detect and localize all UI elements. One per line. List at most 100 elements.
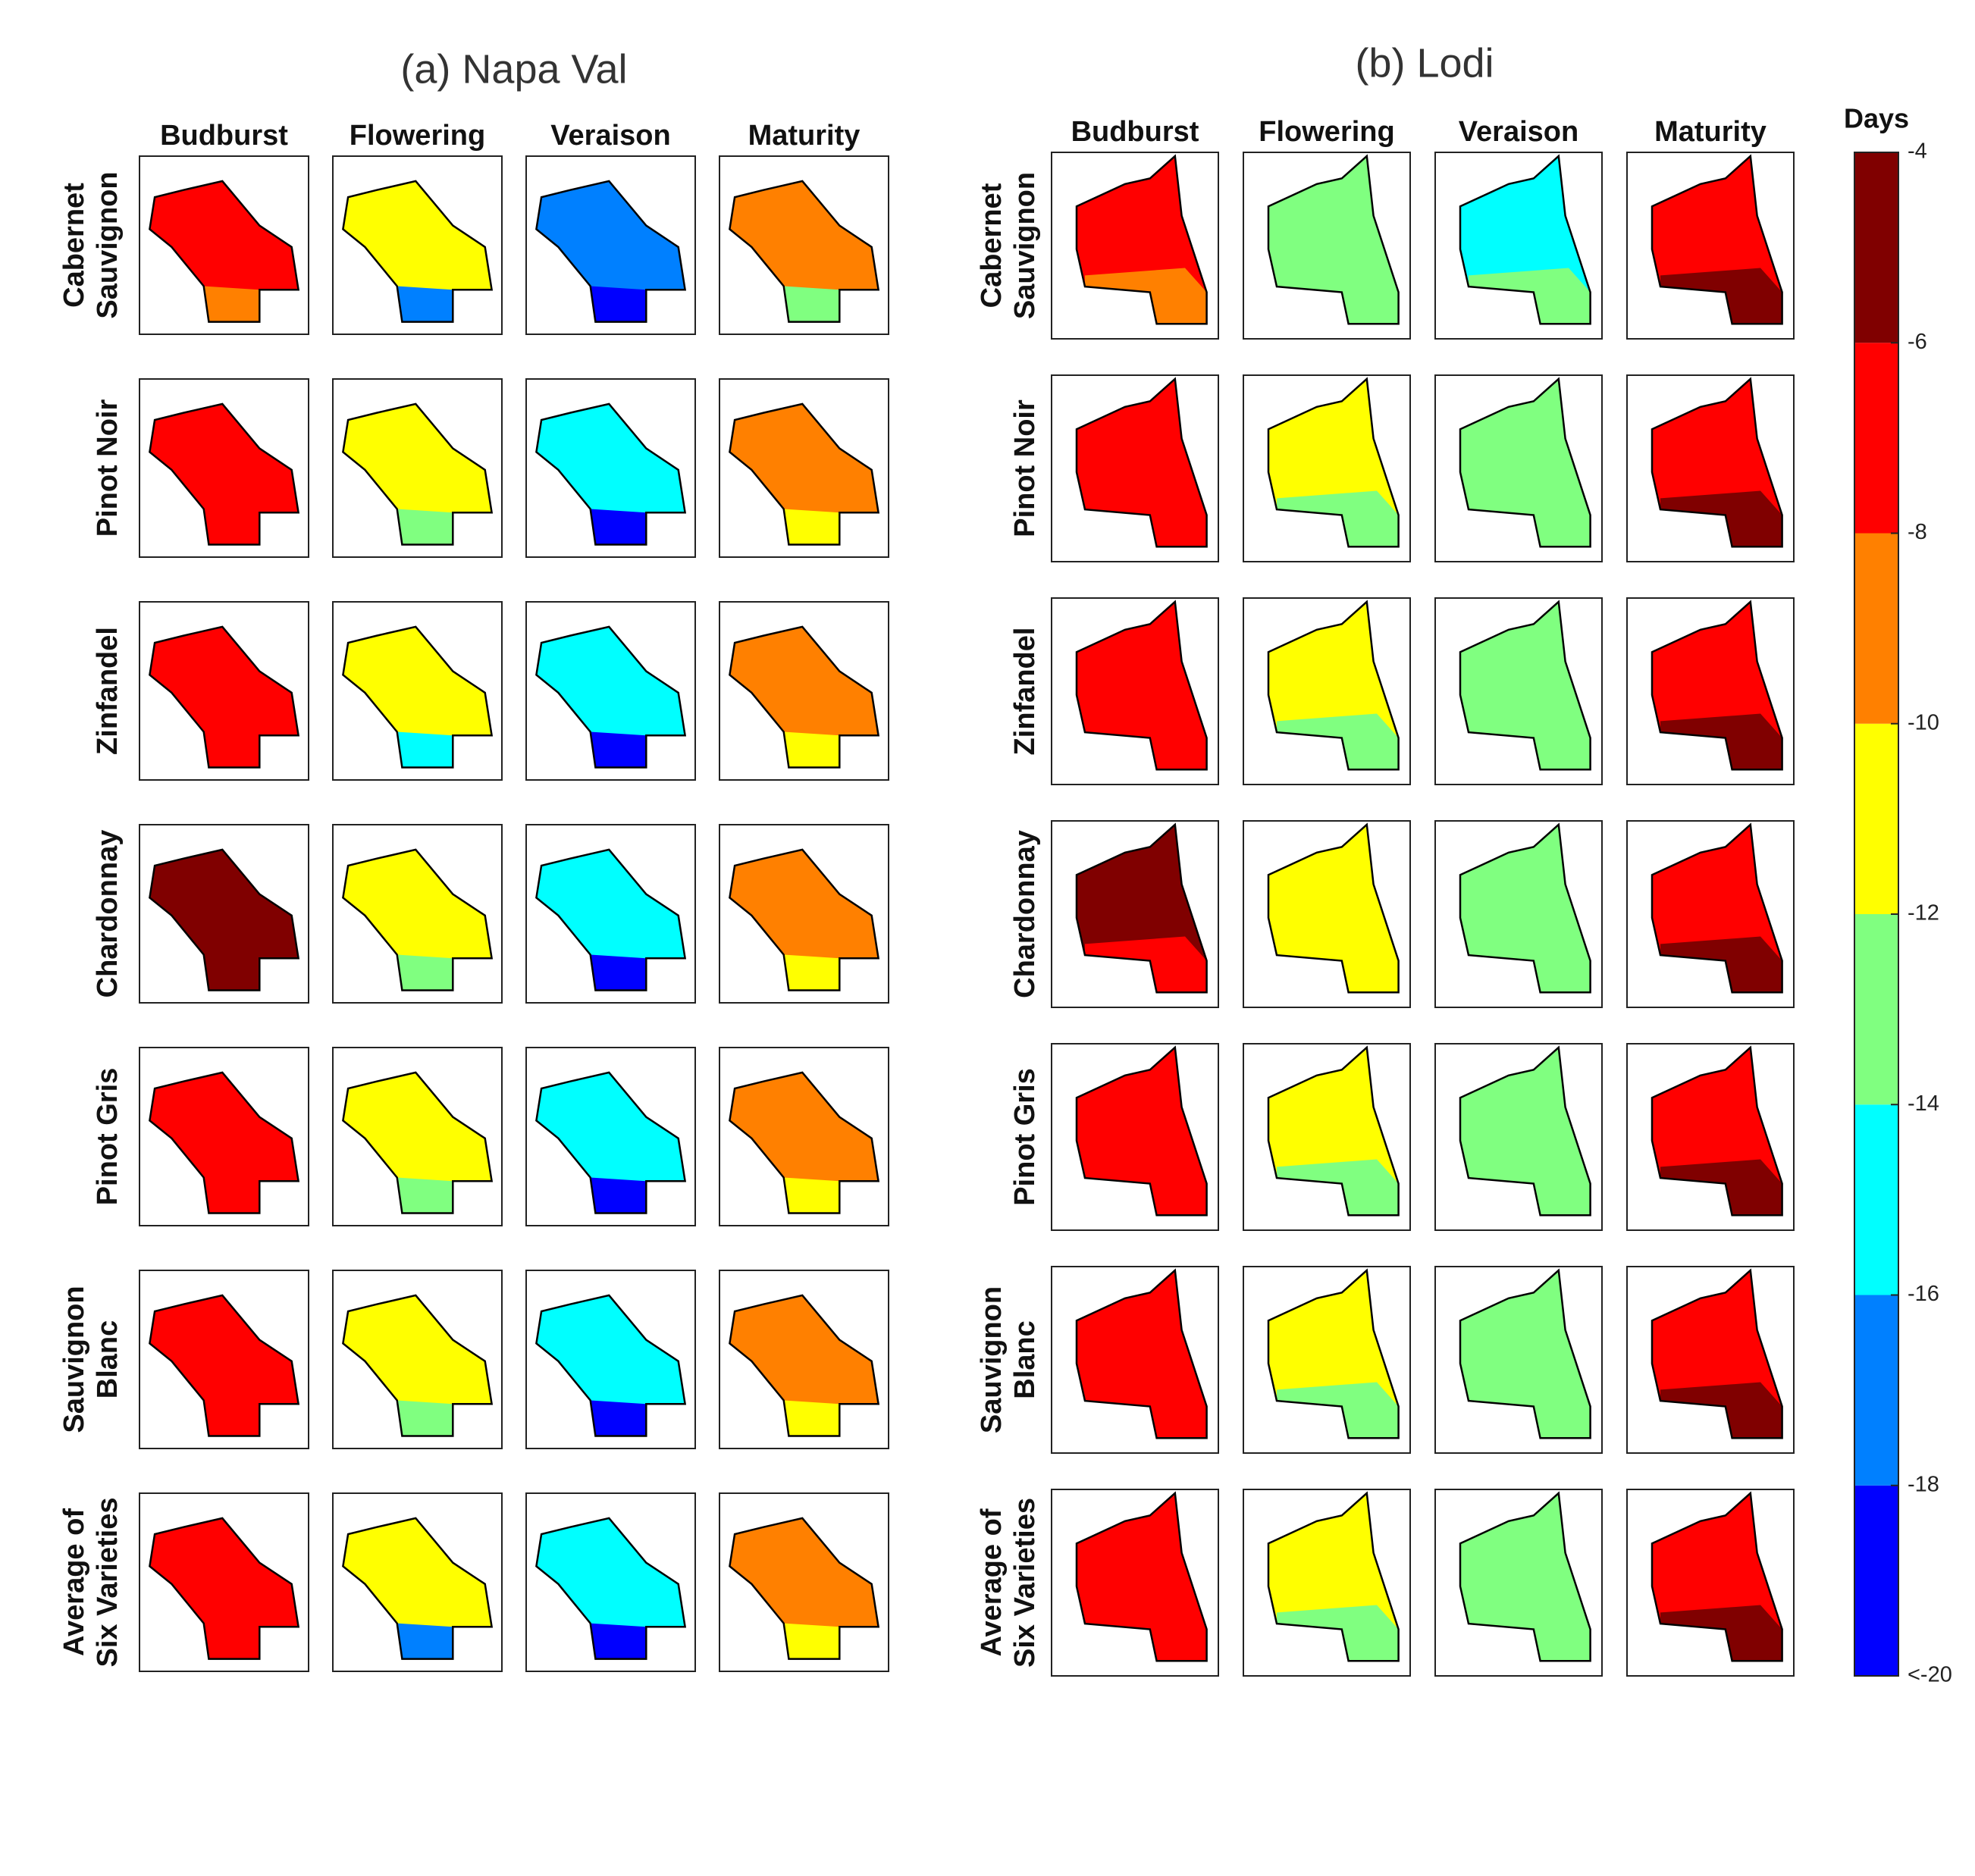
map-outline — [535, 625, 687, 769]
map-outline — [342, 402, 494, 546]
map-region — [536, 1517, 685, 1659]
map-region-south — [203, 1623, 260, 1659]
map-region — [149, 1517, 299, 1659]
map-region-south — [590, 1177, 647, 1214]
map-region-south — [397, 286, 453, 322]
map-region — [536, 849, 685, 991]
map-region — [343, 403, 492, 545]
colorbar-tick-label: -6 — [1908, 330, 1927, 354]
map-region — [536, 1072, 685, 1214]
row-label: Zinfandel — [1009, 628, 1041, 756]
map-outline — [342, 848, 494, 991]
row-label: Pinot Gris — [92, 1068, 124, 1206]
map-region — [729, 1072, 879, 1214]
map-region-south — [1277, 490, 1399, 547]
map-region-south — [1277, 936, 1399, 993]
map-region — [149, 626, 299, 768]
map-region — [729, 403, 879, 545]
map-region-south — [1085, 936, 1207, 993]
map-region-south — [397, 1177, 453, 1214]
colorbar-tick-label: -12 — [1908, 901, 1939, 925]
map-outline — [1651, 154, 1783, 325]
map-region — [149, 403, 299, 545]
colorbar-tick-label: -8 — [1908, 520, 1927, 544]
map-region — [729, 1295, 879, 1436]
row-label: Sauvignon — [58, 1286, 90, 1433]
map-outline — [1459, 1268, 1591, 1439]
map-region-south — [590, 1623, 647, 1659]
map-outline — [535, 848, 687, 991]
colorbar-segment — [1854, 723, 1898, 914]
panel-title: (a) Napa Val — [400, 46, 627, 92]
map-region-south — [1085, 1159, 1207, 1216]
map-region-south — [1660, 713, 1782, 770]
map-region-south — [1469, 268, 1591, 324]
map-region-south — [1085, 1605, 1207, 1661]
map-outline — [1651, 377, 1783, 548]
map-outline — [342, 1071, 494, 1214]
map-outline — [149, 402, 300, 546]
map-region-south — [590, 509, 647, 545]
colorbar-segment — [1854, 343, 1898, 534]
map-region — [729, 180, 879, 322]
map-outline — [535, 1294, 687, 1437]
map-outline — [1075, 1045, 1208, 1217]
map-region — [149, 1072, 299, 1214]
map-region — [149, 180, 299, 322]
map-region-south — [203, 731, 260, 768]
colorbar-label: Days — [1844, 103, 1909, 134]
map-region-south — [1277, 1605, 1399, 1661]
map-outline — [1651, 1045, 1783, 1217]
column-header: Veraison — [550, 120, 670, 152]
map-region-south — [783, 1177, 840, 1214]
colorbar-tick-label: -4 — [1908, 139, 1927, 164]
map-outline — [1651, 1268, 1783, 1439]
map-region — [343, 1295, 492, 1436]
map-outline — [729, 1294, 880, 1437]
row-label: Sauvignon — [1009, 172, 1041, 319]
map-region-south — [397, 731, 453, 768]
map-outline — [1075, 822, 1208, 994]
map-region-south — [783, 731, 840, 768]
map-outline — [1267, 377, 1400, 548]
map-outline — [1651, 1491, 1783, 1662]
column-header: Maturity — [1654, 116, 1767, 148]
map-region-south — [590, 731, 647, 768]
map-region — [536, 180, 685, 322]
map-region-south — [783, 509, 840, 545]
map-outline — [342, 1294, 494, 1437]
row-label: Zinfandel — [92, 627, 124, 755]
map-outline — [149, 848, 300, 991]
map-outline — [535, 180, 687, 323]
map-outline — [535, 402, 687, 546]
colorbar-tick-label: -10 — [1908, 710, 1939, 734]
map-region-south — [783, 286, 840, 322]
map-region-south — [203, 1177, 260, 1214]
map-region-south — [1469, 490, 1591, 547]
map-outline — [342, 1517, 494, 1660]
row-label: Pinot Noir — [1009, 399, 1041, 537]
map-region-south — [1085, 713, 1207, 770]
map-outline — [535, 1517, 687, 1660]
map-region — [729, 849, 879, 991]
row-label: Average of — [976, 1508, 1008, 1656]
column-header: Budburst — [160, 120, 288, 152]
row-label: Average of — [58, 1508, 90, 1656]
map-outline — [149, 625, 300, 769]
column-header: Flowering — [350, 120, 485, 152]
row-label: Six Varieties — [1009, 1498, 1041, 1668]
map-region-south — [1469, 936, 1591, 993]
map-region-south — [1277, 1382, 1399, 1439]
map-outline — [1459, 154, 1591, 325]
map-outline — [149, 180, 300, 323]
map-region — [343, 1517, 492, 1659]
map-region — [343, 849, 492, 991]
map-region — [536, 403, 685, 545]
column-header: Budburst — [1071, 116, 1199, 148]
map-region-south — [397, 509, 453, 545]
colorbar-tick-label: -14 — [1908, 1091, 1939, 1116]
map-outline — [1075, 1268, 1208, 1439]
panel-title: (b) Lodi — [1355, 40, 1494, 86]
map-outline — [1459, 1491, 1591, 1662]
